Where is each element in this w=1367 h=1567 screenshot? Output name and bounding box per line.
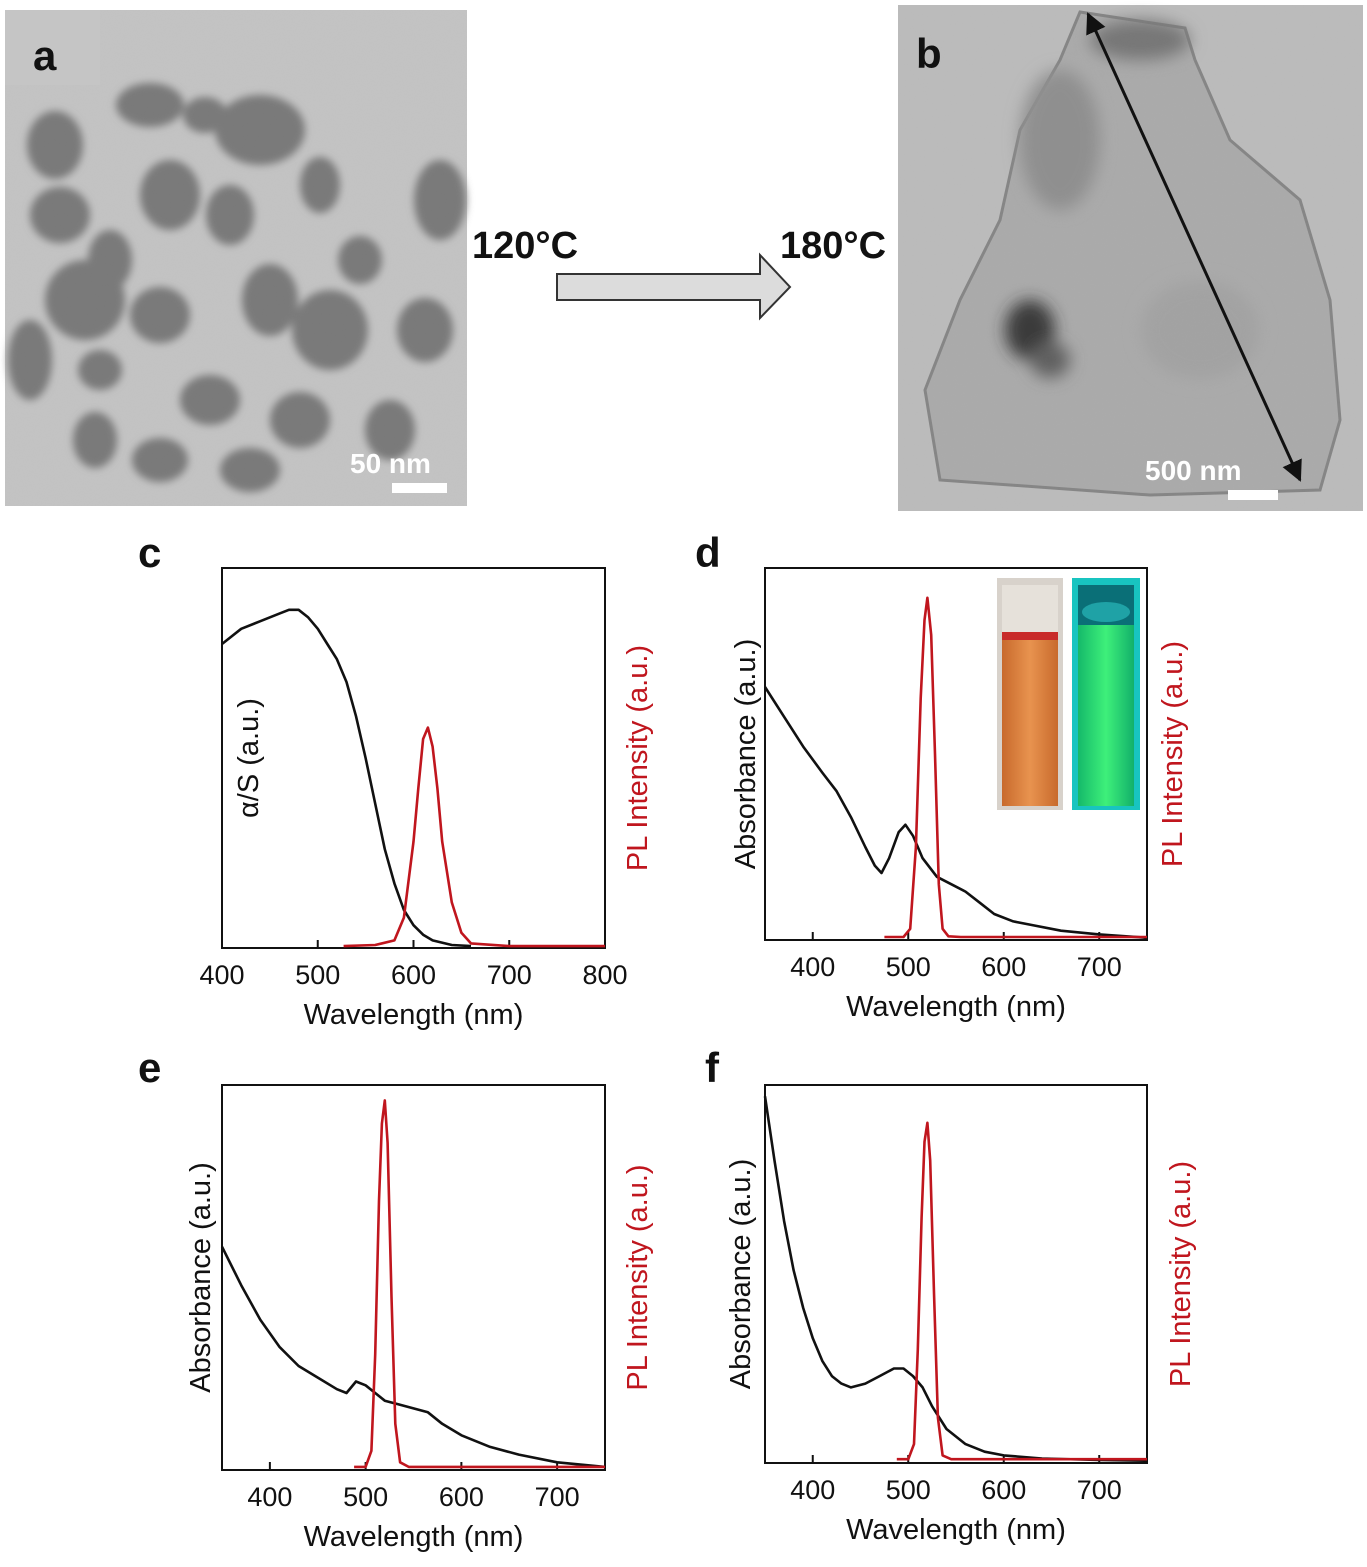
panel-letter-d: d bbox=[695, 529, 721, 576]
absorbance-curve-e bbox=[220, 1246, 606, 1469]
y-axis-title-c: α/S (a.u.) bbox=[233, 698, 265, 818]
y2-axis-title-d: PL Intensity (a.u.) bbox=[1157, 641, 1189, 867]
pl-curve-c bbox=[343, 726, 605, 948]
size-arrow bbox=[1086, 12, 1302, 482]
panel-letter-f: f bbox=[705, 1044, 720, 1091]
x-tick-label-d-2: 600 bbox=[981, 952, 1026, 982]
y-axis-title-d: Absorbance (a.u.) bbox=[730, 639, 762, 870]
x-tick-label-e-2: 600 bbox=[439, 1482, 484, 1512]
absorbance-curve-f bbox=[763, 1096, 1148, 1462]
panel-letter-a: a bbox=[33, 32, 57, 79]
scale-label-b: 500 nm bbox=[1145, 455, 1242, 486]
x-tick-label-f-2: 600 bbox=[981, 1475, 1026, 1505]
tem-image-b bbox=[898, 5, 1363, 511]
x-axis-title-d: Wavelength (nm) bbox=[846, 991, 1066, 1023]
y-axis-title-f: Absorbance (a.u.) bbox=[725, 1159, 757, 1390]
tem-image-a bbox=[5, 10, 467, 506]
temperature-label-left: 120°C bbox=[472, 225, 578, 267]
x-tick-label-e-1: 500 bbox=[343, 1482, 388, 1512]
y2-axis-title-e: PL Intensity (a.u.) bbox=[622, 1164, 654, 1390]
x-tick-label-d-1: 500 bbox=[886, 952, 931, 982]
x-tick-label-f-0: 400 bbox=[790, 1475, 835, 1505]
x-tick-label-c-3: 700 bbox=[487, 960, 532, 990]
pl-curve-e bbox=[354, 1099, 605, 1469]
y-axis-title-e: Absorbance (a.u.) bbox=[185, 1162, 217, 1393]
chart-f: 400 500 600 700 Wavelength (nm) Absorbance (a… bbox=[725, 1084, 1197, 1546]
chart-d: 400 500 600 700 Wavelength (nm) Absorbance (a… bbox=[730, 567, 1189, 1023]
plot-frame-f bbox=[764, 1084, 1148, 1464]
x-tick-label-c-1: 500 bbox=[295, 960, 340, 990]
scale-label-a: 50 nm bbox=[350, 448, 431, 479]
panel-letter-e: e bbox=[138, 1044, 161, 1091]
x-axis-title-f: Wavelength (nm) bbox=[846, 1514, 1066, 1546]
chart-e: 400 500 600 700 Wavelength (nm) Absorbance (a… bbox=[185, 1084, 654, 1553]
scale-bar-a bbox=[392, 483, 447, 493]
x-tick-label-d-0: 400 bbox=[790, 952, 835, 982]
x-tick-label-e-0: 400 bbox=[247, 1482, 292, 1512]
x-tick-label-c-4: 800 bbox=[582, 960, 627, 990]
plot-frame-d bbox=[764, 567, 1148, 941]
y2-axis-title-c: PL Intensity (a.u.) bbox=[622, 645, 654, 871]
pl-curve-f bbox=[896, 1121, 1147, 1461]
x-tick-label-f-3: 700 bbox=[1077, 1475, 1122, 1505]
vial-photo-inset bbox=[997, 578, 1140, 810]
absorbance-curve-c bbox=[221, 608, 472, 948]
x-tick-label-f-1: 500 bbox=[886, 1475, 931, 1505]
plot-frame-e bbox=[221, 1084, 606, 1471]
plot-frame-c bbox=[221, 567, 606, 949]
y2-axis-title-f: PL Intensity (a.u.) bbox=[1165, 1161, 1197, 1387]
pl-curve-d bbox=[884, 596, 1147, 939]
x-tick-label-c-0: 400 bbox=[199, 960, 244, 990]
scale-bar-b bbox=[1228, 490, 1278, 500]
x-tick-label-d-3: 700 bbox=[1077, 952, 1122, 982]
panel-letter-b: b bbox=[916, 30, 942, 77]
absorbance-curve-d bbox=[763, 686, 1148, 940]
temperature-label-right: 180°C bbox=[780, 225, 886, 267]
x-tick-label-c-2: 600 bbox=[391, 960, 436, 990]
x-tick-label-e-3: 700 bbox=[535, 1482, 580, 1512]
x-axis-title-e: Wavelength (nm) bbox=[304, 1521, 524, 1553]
process-arrow bbox=[556, 252, 792, 321]
x-axis-title-c: Wavelength (nm) bbox=[304, 999, 524, 1031]
panel-letter-c: c bbox=[138, 529, 161, 576]
chart-c: 400 500 600 700 800 Wavelength (nm) α/S (a.u.)… bbox=[199, 567, 654, 1031]
